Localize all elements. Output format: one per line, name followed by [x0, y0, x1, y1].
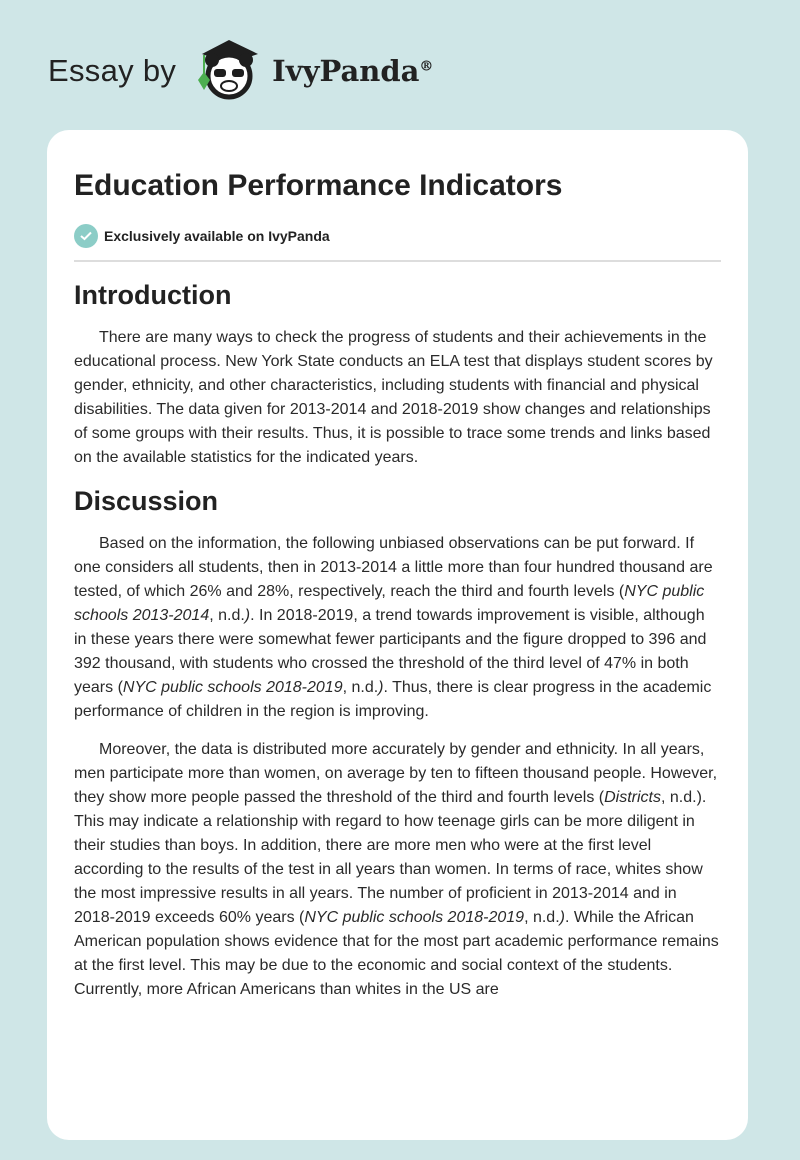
text: , n.d.: [209, 607, 245, 624]
site-header: Essay by IvyPanda®: [48, 36, 433, 106]
citation: NYC public schools 2018-2019: [122, 679, 343, 696]
text: , n.d.). This may indicate a relationshi…: [74, 789, 707, 926]
section-heading-discussion: Discussion: [74, 486, 219, 516]
text: ): [559, 909, 565, 926]
text: ): [244, 607, 251, 624]
text: , n.d.: [524, 909, 560, 926]
text: Based on the information, the following …: [74, 535, 713, 600]
check-icon: [74, 224, 98, 248]
page-title: Education Performance Indicators: [74, 169, 563, 202]
paragraph: Moreover, the data is distributed more a…: [74, 738, 721, 1002]
brand-name: IvyPanda®: [272, 54, 433, 88]
text: . While the African American population …: [74, 909, 719, 998]
text: There are many ways to check the progres…: [74, 329, 713, 466]
brand-text: IvyPanda: [272, 54, 420, 88]
registered-mark: ®: [419, 58, 434, 75]
divider: [74, 260, 721, 262]
text: . In 2018-2019, a trend towards improvem…: [74, 607, 707, 696]
text: Moreover, the data is distributed more a…: [74, 741, 718, 806]
section-heading-introduction: Introduction: [74, 280, 232, 310]
text: ): [378, 679, 384, 696]
text: , n.d.: [342, 679, 379, 696]
exclusive-badge: Exclusively available on IvyPanda: [74, 224, 721, 248]
text: . Thus, there is clear progress in the a…: [74, 679, 712, 720]
essay-card: Education Performance Indicators Exclusi…: [47, 130, 748, 1140]
paragraph: There are many ways to check the progres…: [74, 326, 721, 470]
essay-by-label: Essay by: [48, 53, 177, 88]
citation: Districts: [604, 789, 661, 806]
panda-logo-icon[interactable]: [196, 36, 262, 107]
citation: NYC public schools 2018-2019: [304, 909, 525, 926]
paragraph: Based on the information, the following …: [74, 532, 721, 724]
citation: NYC public schools 2013-2014: [74, 583, 705, 624]
badge-text: Exclusively available on IvyPanda: [104, 228, 330, 244]
